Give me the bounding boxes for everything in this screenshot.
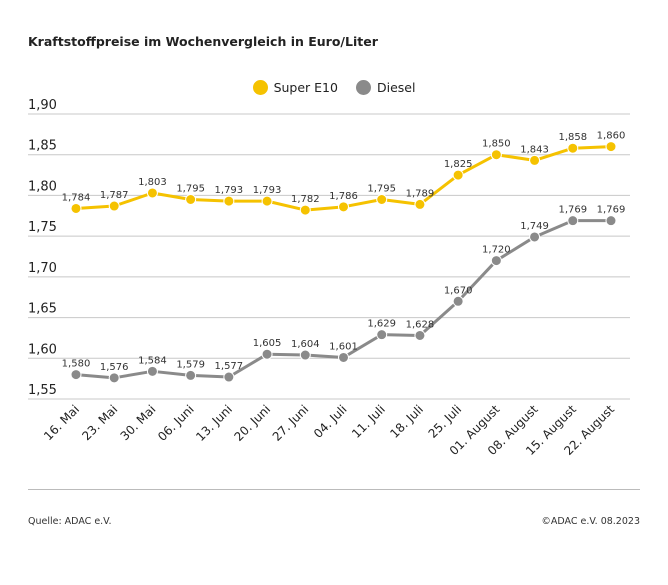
data-point — [146, 187, 158, 199]
data-label: 1,604 — [291, 339, 320, 350]
data-label: 1,795 — [367, 184, 396, 195]
data-point — [529, 154, 541, 166]
legend-item-diesel: Diesel — [355, 80, 416, 95]
source-note: Quelle: ADAC e.V. — [28, 516, 112, 527]
data-point — [567, 142, 579, 154]
data-point — [108, 372, 120, 384]
data-point — [529, 231, 541, 243]
x-tick-label: 23. Mai — [79, 402, 120, 443]
y-tick-label: 1,80 — [28, 179, 57, 194]
data-label: 1,720 — [482, 245, 511, 256]
data-label: 1,793 — [253, 185, 282, 196]
x-tick-label: 04. Juli — [311, 402, 350, 441]
data-point — [185, 194, 197, 205]
data-point — [223, 371, 235, 383]
data-point — [338, 351, 349, 363]
data-label: 1,784 — [62, 192, 91, 203]
data-point — [70, 369, 82, 381]
data-point — [414, 329, 426, 341]
data-label: 1,787 — [100, 190, 129, 201]
data-label: 1,858 — [558, 132, 587, 143]
data-point — [452, 295, 464, 307]
x-tick-label: 13. Juni — [193, 402, 235, 444]
legend-dot-icon — [355, 80, 371, 95]
copyright-note: ©ADAC e.V. 08.2023 — [541, 516, 640, 527]
data-point — [70, 202, 82, 214]
y-tick-label: 1,60 — [28, 342, 57, 357]
legend-item-super-e10: Super E10 — [252, 80, 338, 95]
data-label: 1,577 — [215, 361, 244, 372]
data-point — [490, 149, 502, 161]
y-tick-label: 1,75 — [28, 220, 57, 235]
data-label: 1,605 — [253, 338, 282, 349]
data-label: 1,825 — [444, 159, 473, 170]
x-tick-label: 20. Juni — [231, 402, 273, 444]
x-tick-label: 18. Juli — [387, 402, 426, 441]
legend-label: Diesel — [376, 80, 416, 95]
data-point — [146, 365, 158, 377]
data-label: 1,769 — [597, 205, 626, 216]
data-label: 1,584 — [138, 355, 167, 366]
data-point — [376, 329, 388, 341]
legend-dot-icon — [252, 80, 268, 95]
data-point — [452, 169, 464, 181]
data-label: 1,843 — [520, 144, 549, 155]
data-label: 1,782 — [291, 194, 320, 205]
data-point — [299, 204, 311, 216]
y-tick-label: 1,90 — [28, 98, 57, 113]
data-label: 1,628 — [406, 319, 435, 330]
data-label: 1,749 — [520, 221, 549, 232]
x-tick-label: 30. Mai — [118, 402, 159, 443]
data-label: 1,793 — [215, 185, 244, 196]
data-label: 1,576 — [100, 362, 129, 373]
data-label: 1,629 — [367, 319, 396, 330]
y-tick-label: 1,55 — [28, 383, 57, 398]
x-tick-label: 16. Mai — [41, 402, 82, 443]
data-point — [261, 195, 273, 207]
data-point — [490, 255, 502, 267]
y-tick-label: 1,85 — [28, 139, 57, 154]
data-point — [567, 215, 579, 227]
data-point — [414, 198, 426, 210]
data-label: 1,860 — [597, 131, 626, 142]
data-label: 1,580 — [62, 359, 91, 370]
legend: Super E10 Diesel — [0, 80, 668, 95]
data-point — [605, 141, 617, 153]
y-tick-label: 1,70 — [28, 261, 57, 276]
data-label: 1,803 — [138, 177, 167, 188]
x-tick-label: 06. Juni — [155, 402, 197, 444]
y-tick-label: 1,65 — [28, 302, 57, 317]
data-label: 1,579 — [176, 359, 205, 370]
footer-divider — [28, 489, 640, 490]
data-point — [261, 348, 273, 360]
x-tick-label: 27. Juni — [270, 402, 312, 444]
chart-title: Kraftstoffpreise im Wochenvergleich in E… — [28, 34, 378, 49]
x-tick-label: 11. Juli — [349, 402, 388, 441]
data-label: 1,789 — [406, 188, 435, 199]
data-point — [299, 349, 311, 361]
data-label: 1,769 — [558, 205, 587, 216]
data-point — [108, 200, 120, 212]
data-label: 1,795 — [176, 184, 205, 195]
data-point — [338, 201, 349, 213]
data-point — [605, 215, 617, 227]
data-point — [185, 369, 197, 381]
data-label: 1,601 — [329, 341, 358, 352]
data-point — [223, 195, 235, 207]
data-point — [376, 194, 388, 205]
data-label: 1,670 — [444, 285, 473, 296]
legend-label: Super E10 — [273, 80, 338, 95]
data-label: 1,786 — [329, 191, 358, 202]
data-label: 1,850 — [482, 139, 511, 150]
